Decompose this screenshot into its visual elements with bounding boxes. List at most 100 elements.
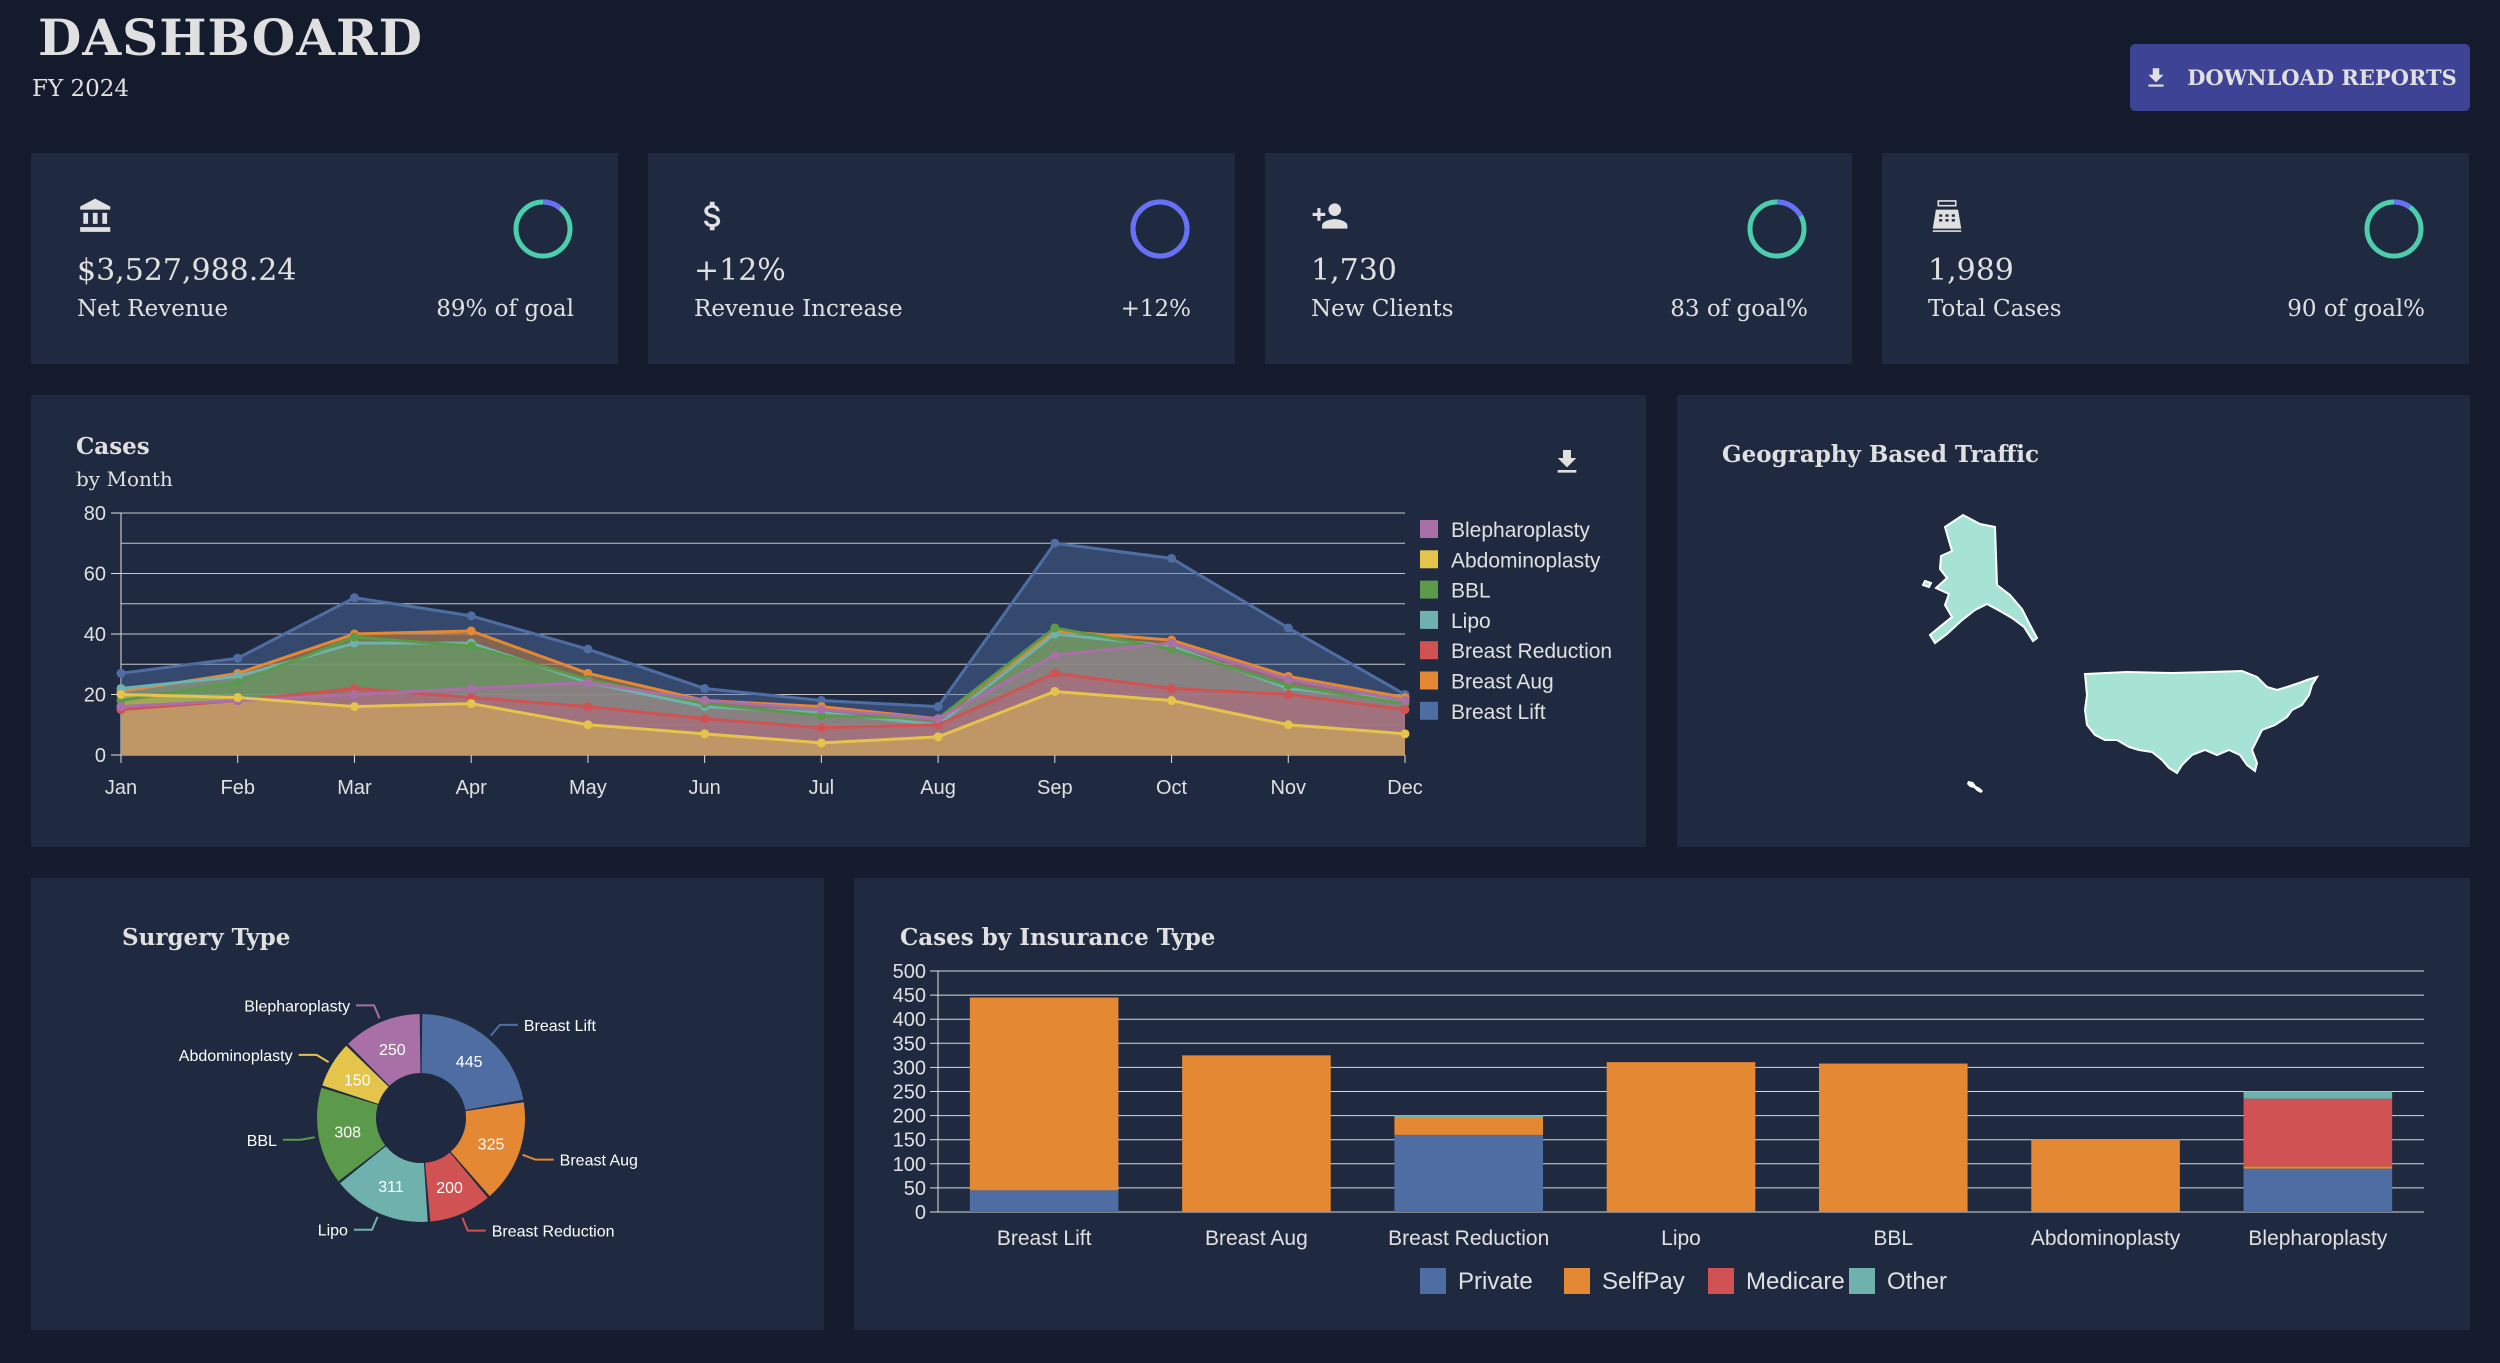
stat-goal-text: 83 of goal% bbox=[1670, 296, 1808, 322]
bar-medicare bbox=[2243, 1098, 2393, 1167]
y-tick-label: 150 bbox=[893, 1130, 926, 1152]
data-point bbox=[583, 702, 593, 712]
x-tick-label: Nov bbox=[1270, 777, 1306, 799]
slice-label: BBL bbox=[247, 1133, 277, 1150]
slice-value-label: 325 bbox=[478, 1136, 505, 1153]
data-point bbox=[116, 702, 126, 712]
data-point bbox=[1050, 623, 1060, 633]
data-point bbox=[1283, 690, 1293, 699]
data-point bbox=[1283, 674, 1293, 684]
bar-selfpay bbox=[1606, 1062, 1756, 1212]
download-reports-button[interactable]: DOWNLOAD REPORTS bbox=[2130, 44, 2470, 111]
legend-swatch bbox=[1420, 550, 1438, 569]
slice-label: Lipo bbox=[318, 1223, 348, 1240]
slice-leader-line bbox=[461, 1217, 486, 1232]
legend-swatch bbox=[1420, 671, 1438, 690]
insurance-title: Cases by Insurance Type bbox=[900, 924, 1216, 951]
slice-leader-line bbox=[298, 1053, 330, 1063]
slice-label: Breast Lift bbox=[524, 1018, 597, 1035]
data-point bbox=[583, 644, 593, 654]
stat-label: Revenue Increase bbox=[694, 296, 903, 322]
y-tick-label: 300 bbox=[893, 1057, 926, 1079]
slice-leader-line bbox=[356, 1004, 381, 1019]
data-point bbox=[233, 677, 243, 687]
x-tick-label: Jan bbox=[105, 777, 137, 799]
slice-bbl bbox=[317, 1087, 386, 1182]
bar-other bbox=[2243, 1091, 2393, 1099]
slice-abdominoplasty bbox=[322, 1045, 389, 1104]
surgery-type-title: Surgery Type bbox=[122, 924, 291, 951]
bar-selfpay bbox=[1394, 1118, 1544, 1135]
x-tick-label: Aug bbox=[920, 777, 956, 799]
data-point bbox=[700, 683, 710, 693]
bar-private bbox=[969, 1190, 1119, 1212]
data-point bbox=[1283, 720, 1293, 730]
area-breast-aug bbox=[121, 630, 1405, 755]
legend-swatch bbox=[1420, 701, 1438, 720]
legend-swatch bbox=[1849, 1268, 1875, 1294]
data-point bbox=[1283, 623, 1293, 633]
data-point bbox=[466, 626, 476, 636]
data-point bbox=[466, 611, 476, 621]
surgery-type-panel: Surgery Type 445 Breast Lift 325 Breast Aug… bbox=[31, 878, 824, 1330]
data-point bbox=[1400, 696, 1410, 706]
data-point bbox=[466, 683, 476, 693]
x-tick-label: Apr bbox=[456, 777, 487, 799]
area-bbl bbox=[121, 627, 1405, 755]
bar-other bbox=[1394, 1115, 1544, 1119]
legend-swatch bbox=[1420, 520, 1438, 538]
stat-card-new-clients: 1,730 New Clients 83 of goal% bbox=[1265, 153, 1852, 364]
slice-value-label: 308 bbox=[334, 1124, 361, 1141]
data-point bbox=[933, 732, 943, 742]
x-tick-label: Jul bbox=[809, 777, 835, 799]
data-point bbox=[700, 696, 710, 706]
y-tick-label: 60 bbox=[84, 564, 106, 586]
legend-swatch bbox=[1420, 1268, 1446, 1294]
slice-leader-line bbox=[490, 1023, 518, 1037]
data-point bbox=[933, 702, 943, 712]
data-point bbox=[466, 641, 476, 651]
bar-selfpay bbox=[1182, 1055, 1331, 1212]
data-point bbox=[349, 593, 359, 603]
data-point bbox=[700, 729, 710, 739]
stat-card-revenue-increase: +12% Revenue Increase +12% bbox=[648, 153, 1235, 364]
line-bbl bbox=[120, 626, 1406, 721]
y-tick-label: 0 bbox=[915, 1202, 926, 1224]
y-tick-label: 0 bbox=[95, 745, 106, 767]
data-point bbox=[1050, 650, 1060, 660]
alaska-shape bbox=[1928, 513, 2039, 645]
page-title: DASHBOARD bbox=[38, 8, 423, 67]
dollar-icon bbox=[704, 201, 721, 231]
x-tick-label: Breast Reduction bbox=[1388, 1227, 1549, 1250]
x-tick-label: Dec bbox=[1387, 777, 1423, 799]
y-tick-label: 20 bbox=[84, 685, 106, 707]
slice-blepharoplasty bbox=[348, 1014, 421, 1086]
x-tick-label: Sep bbox=[1037, 777, 1073, 799]
legend-label: Lipo bbox=[1451, 610, 1491, 633]
x-tick-label: May bbox=[569, 777, 607, 799]
data-point bbox=[583, 720, 593, 730]
cases-subtitle: by Month bbox=[76, 467, 173, 491]
stat-label: New Clients bbox=[1311, 296, 1454, 322]
slice-lipo bbox=[340, 1146, 428, 1222]
download-icon[interactable] bbox=[1551, 445, 1583, 479]
add-person-icon bbox=[1312, 203, 1348, 229]
slice-value-label: 150 bbox=[344, 1072, 371, 1089]
slice-label: Breast Reduction bbox=[492, 1224, 615, 1241]
legend-label: Blepharoplasty bbox=[1451, 519, 1590, 542]
slice-label: Blepharoplasty bbox=[244, 998, 350, 1015]
legend-swatch bbox=[1420, 610, 1438, 629]
data-point bbox=[349, 632, 359, 642]
slice-label: Abdominoplasty bbox=[179, 1048, 293, 1065]
cases-panel: Cases by Month 0 20 40 60 80 Jan Feb Mar Apr May J… bbox=[31, 395, 1646, 847]
stat-value: +12% bbox=[694, 253, 786, 288]
progress-ring bbox=[1747, 199, 1807, 259]
data-point bbox=[233, 693, 243, 703]
y-tick-label: 400 bbox=[893, 1009, 926, 1031]
bar-private bbox=[1394, 1134, 1544, 1212]
cash-register-icon bbox=[1932, 200, 1962, 232]
data-point bbox=[233, 653, 243, 663]
geography-panel: Geography Based Traffic bbox=[1677, 395, 2470, 847]
legend-swatch bbox=[1420, 641, 1438, 660]
